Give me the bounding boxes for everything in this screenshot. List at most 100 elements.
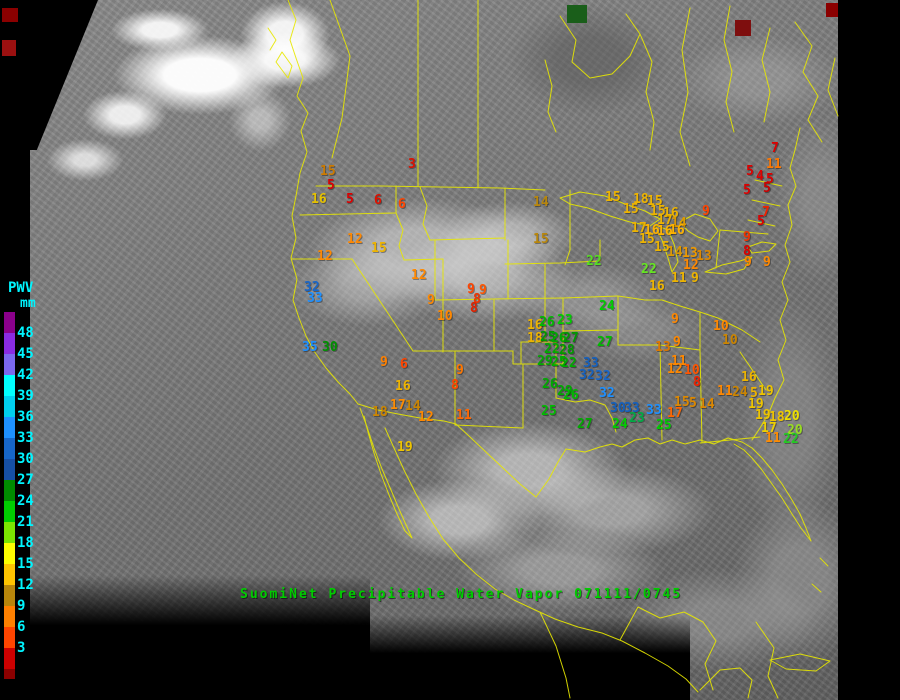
pwv-station-value: 35 bbox=[302, 340, 318, 355]
pwv-station-value: 19 bbox=[397, 440, 413, 455]
pwv-station-value: 9 bbox=[702, 204, 710, 219]
pwv-station-value: 25 bbox=[656, 418, 672, 433]
pwv-station-value: 13 bbox=[696, 249, 712, 264]
pwv-station-value: 23 bbox=[557, 313, 573, 328]
legend-color-swatch bbox=[4, 606, 15, 627]
pwv-station-value: 5 bbox=[743, 183, 751, 198]
pwv-station-value: 27 bbox=[597, 335, 613, 350]
legend-color-swatch bbox=[4, 648, 15, 669]
pwv-station-value: 22 bbox=[561, 356, 577, 371]
legend-color-swatch bbox=[4, 354, 15, 375]
pwv-station-value: 12 bbox=[411, 268, 427, 283]
legend-value-label: 48 bbox=[17, 325, 34, 341]
scan-artifact bbox=[735, 20, 751, 36]
pwv-station-value: 29 bbox=[537, 354, 553, 369]
legend-value-label: 36 bbox=[17, 409, 34, 425]
legend-color-swatch bbox=[4, 522, 15, 543]
pwv-station-value: 13 bbox=[682, 246, 698, 261]
pwv-station-value: 11 bbox=[671, 271, 687, 286]
pwv-station-value: 16 bbox=[669, 223, 685, 238]
pwv-station-value: 17 bbox=[390, 398, 406, 413]
legend-color-swatch bbox=[4, 480, 15, 501]
pwv-station-value: 9 bbox=[479, 283, 487, 298]
pwv-station-value: 12 bbox=[317, 249, 333, 264]
pwv-station-value: 9 bbox=[427, 293, 435, 308]
pwv-station-value: 15 bbox=[650, 204, 666, 219]
pwv-station-value: 32 bbox=[304, 280, 320, 295]
pwv-station-value: 9 bbox=[456, 363, 464, 378]
map-title: SuomiNet Precipitable Water Vapor 071111… bbox=[240, 587, 683, 602]
pwv-station-value: 22 bbox=[544, 342, 560, 357]
pwv-station-value: 22 bbox=[586, 254, 602, 269]
legend-value-label: 45 bbox=[17, 346, 34, 362]
pwv-station-value: 33 bbox=[307, 291, 323, 306]
legend-value-label: 12 bbox=[17, 577, 34, 593]
pwv-station-value: 10 bbox=[722, 333, 738, 348]
scan-artifact bbox=[567, 5, 587, 23]
pwv-station-value: 15 bbox=[605, 190, 621, 205]
pwv-station-value: 16 bbox=[657, 224, 673, 239]
pwv-station-value: 14 bbox=[671, 216, 687, 231]
pwv-station-value: 22 bbox=[641, 262, 657, 277]
pwv-station-value: 33 bbox=[646, 403, 662, 418]
pwv-station-value: 8 bbox=[693, 375, 701, 390]
pwv-station-value: 8 bbox=[470, 301, 478, 316]
pwv-station-value: 9 bbox=[743, 230, 751, 245]
pwv-station-value: 15 bbox=[623, 202, 639, 217]
pwv-station-value: 14 bbox=[699, 397, 715, 412]
pwv-station-value: 12 bbox=[347, 232, 363, 247]
pwv-station-value: 18 bbox=[633, 192, 649, 207]
legend-color-swatch bbox=[4, 501, 15, 522]
pwv-station-value: 15 bbox=[533, 232, 549, 247]
pwv-station-value: 16 bbox=[311, 192, 327, 207]
pwv-station-value: 9 bbox=[691, 271, 699, 286]
pwv-station-value: 14 bbox=[667, 245, 683, 260]
legend-value-label: 3 bbox=[17, 640, 26, 656]
legend-color-swatch bbox=[4, 585, 15, 606]
pwv-station-value: 6 bbox=[374, 193, 382, 208]
pwv-station-value: 26 bbox=[539, 315, 555, 330]
pwv-station-value: 6 bbox=[398, 197, 406, 212]
pwv-station-value: 15 bbox=[654, 240, 670, 255]
legend-value-label: 9 bbox=[17, 598, 26, 614]
scan-edge-bottomleft bbox=[30, 575, 370, 700]
pwv-station-value: 33 bbox=[583, 356, 599, 371]
pwv-station-value: 10 bbox=[713, 319, 729, 334]
pwv-station-value: 26 bbox=[551, 331, 567, 346]
pwv-station-value: 27 bbox=[563, 331, 579, 346]
legend-value-label: 30 bbox=[17, 451, 34, 467]
legend-color-swatch bbox=[4, 459, 15, 480]
pwv-station-value: 9 bbox=[671, 312, 679, 327]
legend-color-swatch bbox=[4, 333, 15, 354]
pwv-station-value: 9 bbox=[744, 255, 752, 270]
pwv-station-value: 16 bbox=[644, 223, 660, 238]
pwv-station-value: 19 bbox=[758, 384, 774, 399]
pwv-station-value: 18 bbox=[372, 405, 388, 420]
pwv-station-value: 20 bbox=[784, 409, 800, 424]
legend-color-swatch bbox=[4, 627, 15, 648]
pwv-station-value: 14 bbox=[405, 399, 421, 414]
pwv-station-value: 13 bbox=[655, 340, 671, 355]
pwv-station-value: 26 bbox=[563, 388, 579, 403]
pwv-station-value: 11 bbox=[456, 408, 472, 423]
pwv-station-value: 4 bbox=[756, 169, 764, 184]
pwv-station-value: 11 bbox=[765, 431, 781, 446]
legend-color-swatch bbox=[4, 543, 15, 564]
pwv-station-value: 19 bbox=[755, 408, 771, 423]
pwv-station-value: 27 bbox=[577, 417, 593, 432]
pwv-station-value: 32 bbox=[599, 386, 615, 401]
pwv-station-value: 7 bbox=[762, 205, 770, 220]
pwv-station-value: 17 bbox=[631, 221, 647, 236]
pwv-station-value: 12 bbox=[667, 362, 683, 377]
pwv-station-value: 24 bbox=[732, 385, 748, 400]
pwv-station-value: 25 bbox=[551, 355, 567, 370]
pwv-station-value: 12 bbox=[418, 410, 434, 425]
pwv-station-value: 10 bbox=[684, 363, 700, 378]
pwv-station-value: 9 bbox=[763, 255, 771, 270]
pwv-station-value: 20 bbox=[787, 423, 803, 438]
pwv-station-value: 23 bbox=[629, 411, 645, 426]
pwv-station-value: 5 bbox=[766, 172, 774, 187]
